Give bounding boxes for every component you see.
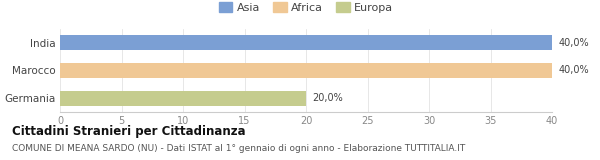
Text: Cittadini Stranieri per Cittadinanza: Cittadini Stranieri per Cittadinanza xyxy=(12,125,245,138)
Bar xyxy=(60,63,552,78)
Bar xyxy=(60,91,306,106)
Text: 40,0%: 40,0% xyxy=(558,65,589,75)
Legend: Asia, Africa, Europa: Asia, Africa, Europa xyxy=(215,0,397,17)
Text: 20,0%: 20,0% xyxy=(312,93,343,103)
Bar xyxy=(60,35,552,50)
Text: 40,0%: 40,0% xyxy=(558,38,589,48)
Text: COMUNE DI MEANA SARDO (NU) - Dati ISTAT al 1° gennaio di ogni anno - Elaborazion: COMUNE DI MEANA SARDO (NU) - Dati ISTAT … xyxy=(12,144,465,153)
